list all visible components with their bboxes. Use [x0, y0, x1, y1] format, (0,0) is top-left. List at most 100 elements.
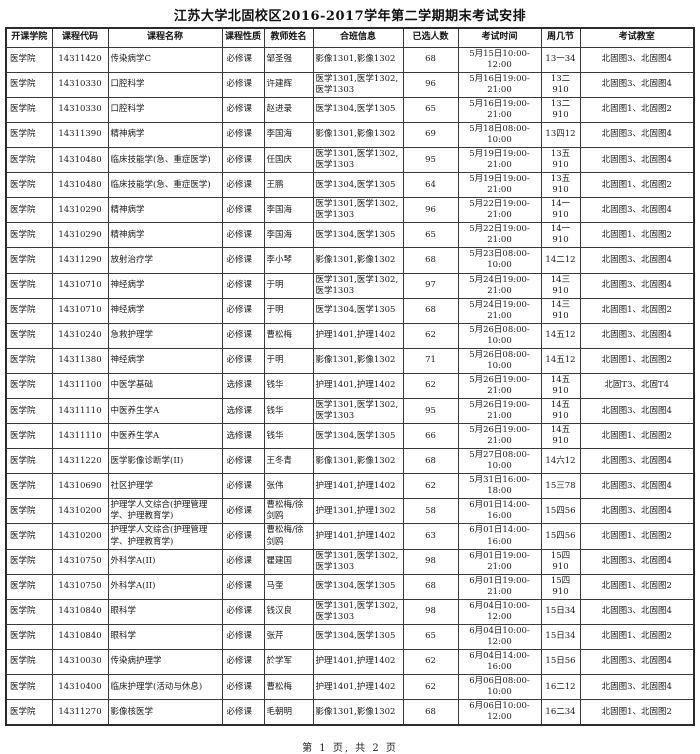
table-cell-college: 医学院 [5, 46, 53, 73]
table-cell-teacher: 曹松梅 [263, 674, 314, 701]
table-cell-week-period: 14五12 [540, 322, 581, 349]
table-cell-college: 医学院 [5, 222, 53, 249]
table-cell-college: 医学院 [5, 423, 53, 450]
table-cell-exam-time: 6月04日10:00-12:00 [457, 598, 542, 625]
table-cell-enrolled: 95 [402, 397, 459, 425]
table-cell-course-name: 护理学人文综合(护理管理学、护理教育学) [107, 523, 223, 550]
table-cell-enrolled: 97 [402, 272, 459, 299]
table-cell-class-group: 医学1304,医学1305 [312, 297, 404, 324]
table-cell-teacher: 于明 [263, 297, 314, 324]
table-cell-enrolled: 71 [402, 347, 459, 374]
table-cell-teacher: 钱华 [263, 397, 314, 425]
table-row: 医学院 14310750 外科学A(II) 必修课 马奎 医学1304,医学1305 68 6… [5, 573, 695, 600]
table-cell-week-period: 15四56 [540, 523, 581, 550]
table-cell-class-group: 医学1304,医学1305 [312, 172, 404, 199]
table-cell-course-name: 口腔科学 [107, 96, 223, 123]
table-cell-exam-time: 6月04日14:00-16:00 [457, 648, 542, 676]
table-cell-course-code: 14310710 [51, 297, 109, 324]
table-cell-course-type: 必修课 [221, 347, 265, 374]
table-cell-class-group: 影像1301,影像1302 [312, 448, 404, 475]
table-cell-exam-room: 北固图3、北固图4 [579, 71, 695, 98]
table-row: 医学院 14311110 中医养生学A 选修课 钱华 医学1304,医学1305 66 5月2… [5, 423, 695, 450]
table-cell-college: 医学院 [5, 674, 53, 701]
table-cell-exam-room: 北固图3、北固图4 [579, 322, 695, 349]
table-cell-course-code: 14310400 [51, 674, 109, 701]
table-cell-week-period: 14三910 [540, 297, 581, 324]
table-cell-week-period: 16二12 [540, 674, 581, 701]
table-cell-course-type: 必修课 [221, 699, 265, 726]
table-cell-course-type: 选修课 [221, 423, 265, 450]
table-cell-teacher: 于明 [263, 272, 314, 299]
table-row: 医学院 14310290 精神病学 必修课 李国海 医学1301,医学1302,医学130… [5, 197, 695, 224]
column-header-course-name: 课程名称 [107, 27, 223, 48]
table-cell-course-code: 14310030 [51, 648, 109, 676]
column-header-exam-time: 考试时间 [457, 27, 542, 48]
table-cell-course-code: 14310840 [51, 623, 109, 650]
table-cell-week-period: 14一910 [540, 222, 581, 249]
table-cell-course-type: 必修课 [221, 598, 265, 625]
table-cell-course-name: 护理学人文综合(护理管理学、护理教育学) [107, 498, 223, 525]
table-cell-course-type: 选修课 [221, 372, 265, 400]
table-cell-class-group: 护理1401,护理1402 [312, 322, 404, 349]
table-cell-enrolled: 69 [402, 121, 459, 149]
table-row: 医学院 14310690 社区护理学 必修课 张伟 护理1401,护理1402 62 5月31… [5, 473, 695, 500]
table-cell-college: 医学院 [5, 297, 53, 324]
table-cell-course-code: 14310750 [51, 548, 109, 575]
table-cell-enrolled: 68 [402, 573, 459, 600]
table-cell-college: 医学院 [5, 96, 53, 123]
table-row: 医学院 14310480 临床技能学(急、重症医学) 必修课 任国庆 医学1301,医学1… [5, 147, 695, 174]
table-cell-course-code: 14311290 [51, 247, 109, 274]
table-cell-exam-room: 北固图1、北固图2 [579, 172, 695, 199]
exam-schedule-table: 开课学院 课程代码 课程名称 课程性质 教师姓名 合班信息 已选人数 考试时间 … [5, 27, 695, 727]
table-cell-teacher: 李小琴 [263, 247, 314, 274]
table-cell-exam-time: 6月01日14:00-16:00 [457, 498, 542, 525]
table-cell-teacher: 张芹 [263, 623, 314, 650]
table-cell-college: 医学院 [5, 172, 53, 199]
table-cell-exam-time: 5月27日08:00-10:00 [457, 448, 542, 475]
table-cell-exam-time: 5月18日08:00-10:00 [457, 121, 542, 149]
table-cell-college: 医学院 [5, 548, 53, 575]
table-cell-exam-room: 北固图1、北固图2 [579, 222, 695, 249]
table-cell-teacher: 许建辉 [263, 71, 314, 98]
table-cell-course-code: 14310480 [51, 172, 109, 199]
table-cell-week-period: 13二910 [540, 96, 581, 123]
table-row: 医学院 14311380 神经病学 必修课 于明 影像1301,影像1302 71 5月26日… [5, 347, 695, 374]
table-cell-teacher: 赵进录 [263, 96, 314, 123]
table-cell-class-group: 护理1301,护理1302 [312, 498, 404, 525]
table-cell-week-period: 14六12 [540, 448, 581, 475]
table-cell-enrolled: 98 [402, 598, 459, 625]
table-cell-week-period: 15日34 [540, 598, 581, 625]
table-row: 医学院 14311390 精神病学 必修课 李国海 影像1301,影像1302 69 5月18… [5, 121, 695, 149]
table-row: 医学院 14310200 护理学人文综合(护理管理学、护理教育学) 必修课 曹松梅/徐剑… [5, 498, 695, 525]
table-cell-enrolled: 95 [402, 147, 459, 174]
table-cell-course-code: 14310750 [51, 573, 109, 600]
table-row: 医学院 14311220 医学影像诊断学(II) 必修课 王冬青 影像1301,影像130… [5, 448, 695, 475]
table-cell-course-name: 神经病学 [107, 297, 223, 324]
table-cell-exam-time: 5月19日19:00-21:00 [457, 172, 542, 199]
table-cell-exam-room: 北固图3、北固图4 [579, 121, 695, 149]
table-cell-enrolled: 68 [402, 247, 459, 274]
table-cell-course-code: 14310290 [51, 197, 109, 224]
table-cell-exam-room: 北固图3、北固图4 [579, 473, 695, 500]
table-cell-course-type: 必修课 [221, 46, 265, 73]
table-cell-teacher: 瞿建国 [263, 548, 314, 575]
table-cell-course-type: 必修课 [221, 272, 265, 299]
table-cell-course-name: 传染病学C [107, 46, 223, 73]
table-row: 医学院 14310330 口腔科学 必修课 许建辉 医学1301,医学1302,医学130… [5, 71, 695, 98]
table-cell-enrolled: 62 [402, 322, 459, 349]
table-cell-course-code: 14311220 [51, 448, 109, 475]
table-row: 医学院 14310030 传染病护理学 必修课 於学军 护理1401,护理1402 62 6月… [5, 648, 695, 676]
table-cell-exam-time: 5月24日19:00-21:00 [457, 297, 542, 324]
table-cell-teacher: 曹松梅 [263, 322, 314, 349]
column-header-course-type: 课程性质 [221, 27, 265, 48]
table-cell-course-code: 14310710 [51, 272, 109, 299]
table-cell-exam-time: 6月01日19:00-21:00 [457, 548, 542, 575]
table-cell-exam-time: 5月22日19:00-21:00 [457, 197, 542, 224]
table-cell-exam-room: 北固图1、北固图2 [579, 699, 695, 726]
table-cell-college: 医学院 [5, 272, 53, 299]
table-cell-enrolled: 58 [402, 498, 459, 525]
table-cell-college: 医学院 [5, 699, 53, 726]
table-cell-college: 医学院 [5, 197, 53, 224]
table-cell-enrolled: 63 [402, 523, 459, 550]
table-cell-exam-room: 北固图3、北固图4 [579, 598, 695, 625]
